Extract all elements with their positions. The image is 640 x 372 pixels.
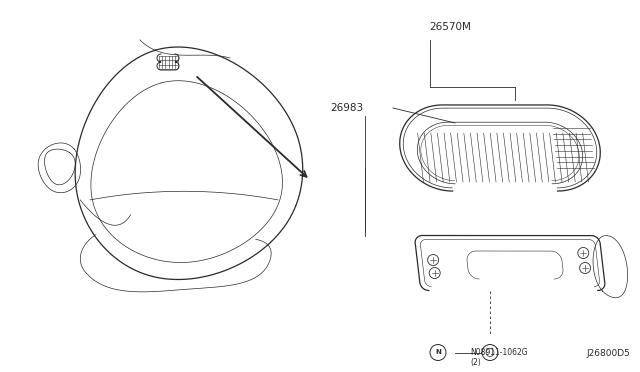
Text: N: N (435, 350, 441, 356)
Text: 26570M: 26570M (429, 22, 471, 32)
Text: J26800D5: J26800D5 (586, 349, 630, 358)
Text: 26983: 26983 (330, 103, 363, 113)
Text: N08911-1062G: N08911-1062G (470, 348, 527, 357)
Text: (2): (2) (470, 358, 481, 367)
